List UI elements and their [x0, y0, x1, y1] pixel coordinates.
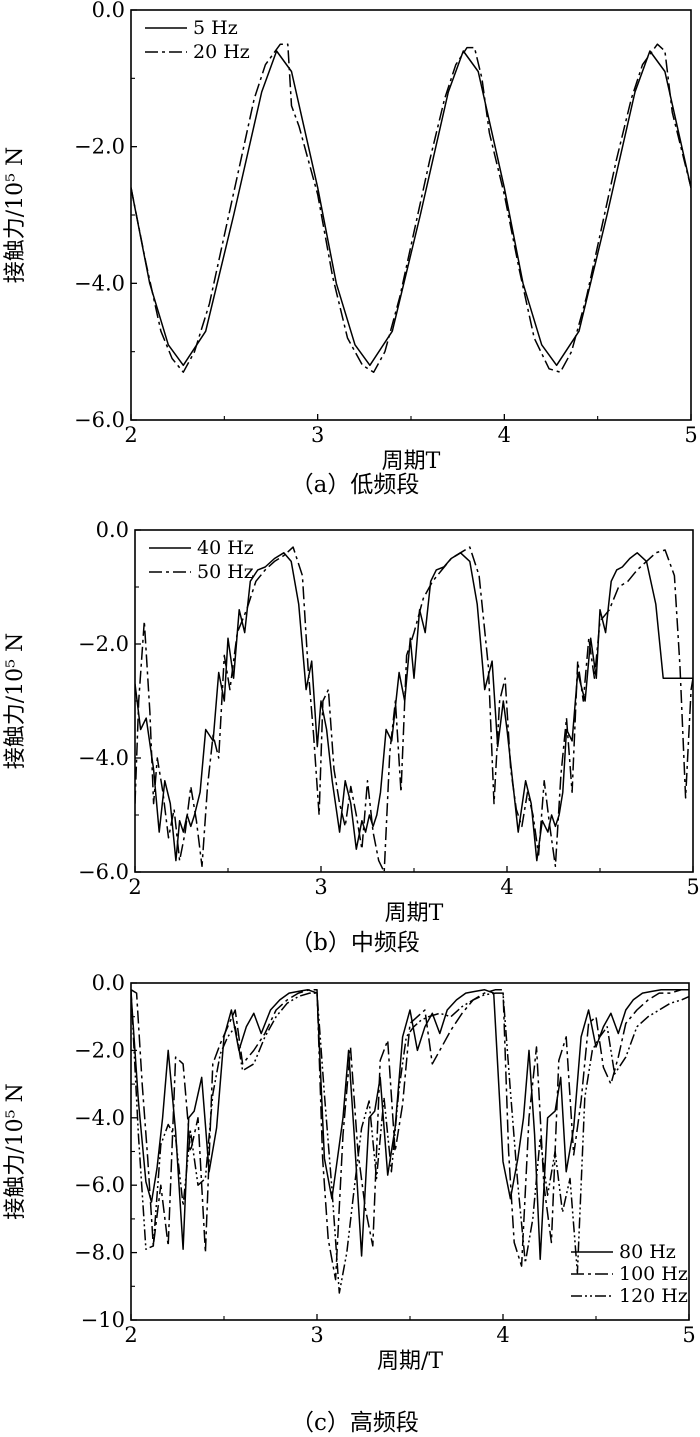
x-axis-label: 周期T: [385, 901, 444, 926]
chart-panel-3: 2 3 4 5 0.0 −2.0 −4.0 −6.0 −8.0 −10 周期/T 接触力/10⁵ N （…: [3, 971, 696, 1436]
y-tick-label: −8.0: [74, 1241, 125, 1265]
x-tick-label: 4: [500, 875, 513, 899]
y-tick-label: −10: [81, 1308, 125, 1332]
y-axis-label: 接触力/10⁵ N: [3, 147, 28, 283]
y-tick-label: −4.0: [78, 746, 129, 770]
y-tick-label: −6.0: [78, 860, 129, 884]
x-tick-label: 3: [314, 875, 327, 899]
series-line-120hz: [131, 989, 689, 1294]
legend-label: 5 Hz: [193, 17, 238, 39]
series-line-80hz: [131, 988, 689, 1261]
x-tick-label: 5: [682, 1323, 695, 1347]
y-tick-label: −4.0: [74, 271, 125, 295]
x-tick-label: 2: [124, 1323, 137, 1347]
x-tick-label: 3: [311, 423, 324, 447]
y-tick-label: −2.0: [74, 1038, 125, 1062]
series-line-50hz: [135, 546, 693, 872]
series-line-5hz: [131, 50, 691, 367]
chart-panel-2: 2 3 4 5 0.0 −2.0 −4.0 −6.0 周期T 接触力/10⁵ N （b）中频段 40 …: [3, 518, 700, 956]
x-tick-label: 3: [310, 1323, 323, 1347]
y-axis-label: 接触力/10⁵ N: [3, 633, 28, 769]
x-tick-label: 5: [684, 423, 697, 447]
y-axis-label: 接触力/10⁵ N: [3, 1083, 28, 1219]
y-tick-label: −4.0: [74, 1106, 125, 1130]
y-tick-label: −6.0: [74, 408, 125, 432]
x-tick-label: 4: [496, 1323, 509, 1347]
x-tick-label: 4: [498, 423, 511, 447]
legend-label: 80 Hz: [619, 1241, 676, 1263]
x-tick-label: 2: [124, 423, 137, 447]
legend-label: 50 Hz: [197, 561, 254, 583]
panel-caption: （c）高频段: [291, 1410, 419, 1436]
legend-label: 20 Hz: [193, 41, 250, 63]
x-axis-label: 周期/T: [377, 1349, 443, 1374]
plot-frame: [130, 982, 690, 1321]
legend-label: 100 Hz: [619, 1263, 688, 1285]
series-line-40hz: [135, 552, 693, 862]
x-tick-label: 2: [128, 875, 141, 899]
y-tick-label: −2.0: [74, 135, 125, 159]
y-tick-label: −6.0: [74, 1173, 125, 1197]
series-line-20hz: [131, 43, 691, 373]
legend-label: 40 Hz: [197, 537, 254, 559]
panel-caption: （b）中频段: [290, 930, 420, 956]
legend-label: 120 Hz: [619, 1285, 688, 1307]
panel-caption: （a）低频段: [291, 472, 420, 498]
x-axis-label: 周期T: [382, 449, 441, 474]
y-tick-label: 0.0: [92, 971, 125, 995]
y-tick-label: −2.0: [78, 632, 129, 656]
x-tick-label: 5: [686, 875, 699, 899]
y-tick-label: 0.0: [96, 518, 129, 542]
y-tick-label: 0.0: [92, 0, 125, 22]
chart-panel-1: 2 3 4 5 0.0 −2.0 −4.0 −6.0 周期T 接触力/10⁵ N （a）低频段 5 H…: [3, 0, 698, 498]
